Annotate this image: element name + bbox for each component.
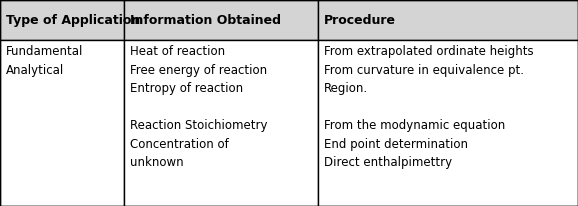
Bar (124, 0, 318, 40)
Text: Procedure: Procedure (324, 14, 396, 27)
Bar (0, 40, 124, 206)
Bar (124, 40, 318, 206)
Text: Type of Application: Type of Application (6, 14, 140, 27)
Text: From extrapolated ordinate heights
From curvature in equivalence pt.
Region.

Fr: From extrapolated ordinate heights From … (324, 45, 533, 169)
Text: Information Obtained: Information Obtained (130, 14, 281, 27)
Bar (318, 40, 578, 206)
Bar (318, 0, 578, 40)
Text: Fundamental
Analytical: Fundamental Analytical (6, 45, 83, 77)
Text: Heat of reaction
Free energy of reaction
Entropy of reaction

Reaction Stoichiom: Heat of reaction Free energy of reaction… (130, 45, 268, 169)
Bar (0, 0, 124, 40)
